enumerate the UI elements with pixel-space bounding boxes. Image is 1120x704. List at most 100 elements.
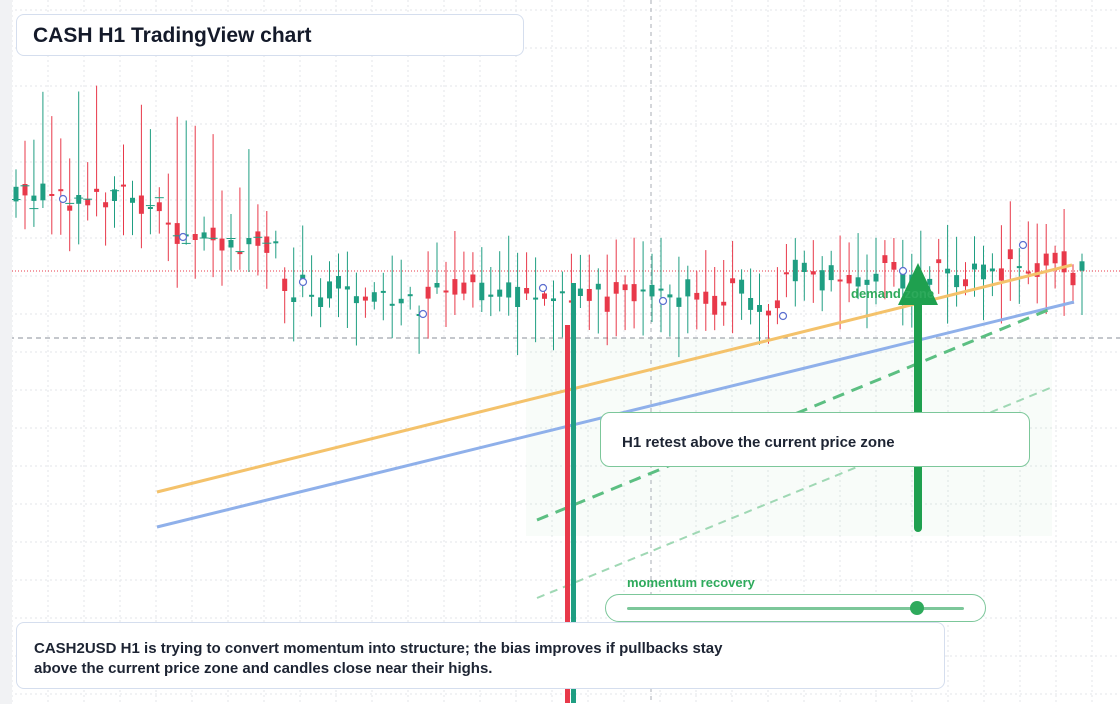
- candle-body: [739, 279, 745, 294]
- candle-body: [219, 238, 225, 251]
- momentum-slider[interactable]: [605, 594, 986, 622]
- candle-body: [1061, 251, 1067, 273]
- demand-zone-label: demand zone: [851, 286, 935, 301]
- candle-body: [622, 284, 628, 291]
- candle-body: [703, 291, 709, 304]
- candle-body: [801, 262, 807, 272]
- candle-body: [819, 270, 825, 291]
- candle-body: [676, 297, 682, 307]
- candle-body: [67, 205, 73, 211]
- chart-title: CASH H1 TradingView chart: [33, 24, 312, 47]
- candle-body: [963, 279, 968, 287]
- candle-body: [685, 279, 691, 297]
- candle-body: [327, 281, 332, 299]
- candle-body: [371, 292, 377, 302]
- candle-body: [165, 222, 171, 225]
- candle-body: [989, 268, 995, 272]
- annotation-note: H1 retest above the current price zone: [600, 412, 1030, 467]
- candle-body: [748, 298, 754, 310]
- candle-body: [488, 294, 494, 297]
- marker-point: [178, 232, 188, 242]
- candle-body: [631, 284, 637, 302]
- left-scale-edge: [0, 0, 12, 704]
- candle-body: [837, 279, 843, 282]
- up-arrow-head: [898, 263, 938, 305]
- candle-body: [981, 264, 986, 280]
- candle-body: [542, 293, 547, 299]
- candle-body: [121, 184, 126, 187]
- candle-body: [380, 290, 386, 293]
- candle-body: [515, 286, 521, 307]
- candle-body: [22, 184, 28, 196]
- candle-body: [470, 274, 476, 283]
- candle-body: [730, 278, 736, 284]
- candle-body: [40, 183, 46, 201]
- candle-body: [94, 188, 100, 192]
- candle-body: [882, 255, 888, 263]
- annotation-note-text: H1 retest above the current price zone: [622, 434, 895, 451]
- candle-body: [846, 275, 852, 284]
- momentum-slider-bar: [627, 607, 964, 610]
- candle-body: [309, 294, 315, 297]
- candle-body: [1025, 271, 1031, 274]
- candle-body: [900, 268, 906, 289]
- candle-body: [954, 275, 960, 288]
- candle-body: [972, 263, 977, 270]
- marker-points: [58, 194, 1028, 321]
- momentum-slider-knob[interactable]: [909, 601, 924, 615]
- candle-body: [76, 195, 82, 204]
- marker-point: [658, 296, 668, 306]
- candle-body: [31, 195, 37, 201]
- candle-body: [479, 282, 485, 301]
- candle-body: [524, 288, 530, 294]
- candle-body: [640, 289, 646, 292]
- projection-dashed: [536, 308, 1049, 522]
- candle-body: [228, 240, 234, 248]
- candle-body: [255, 231, 261, 246]
- candle-body: [604, 296, 610, 312]
- candle-body: [927, 278, 933, 285]
- chart-title-card: CASH H1 TradingView chart: [16, 14, 524, 56]
- candle-body: [13, 186, 19, 202]
- candle-body: [810, 271, 816, 275]
- candle-body: [497, 289, 503, 297]
- candle-body: [551, 298, 556, 301]
- candle-body: [1043, 253, 1049, 266]
- candle-body: [774, 300, 780, 309]
- candle-body: [658, 288, 664, 291]
- candle-body: [712, 295, 718, 315]
- candle-body: [577, 288, 583, 296]
- candle-body: [864, 279, 870, 285]
- candle-body: [452, 279, 458, 295]
- candle-body: [192, 234, 198, 240]
- candle-body: [237, 251, 243, 255]
- candle-body: [936, 259, 942, 264]
- candle-body: [138, 195, 144, 214]
- candle-body: [1034, 263, 1040, 277]
- candle-body: [855, 277, 861, 287]
- marker-point: [298, 277, 308, 287]
- candle-body: [210, 227, 216, 241]
- candle-body: [945, 268, 951, 274]
- candle-body: [586, 289, 592, 301]
- candle-body: [1070, 272, 1076, 286]
- candle-body: [174, 223, 180, 244]
- candle-body: [721, 301, 727, 306]
- candle-body: [130, 197, 135, 203]
- candle-body: [595, 283, 601, 290]
- candle-body: [1052, 252, 1058, 264]
- candle-body: [757, 305, 762, 312]
- candle-body: [443, 290, 449, 293]
- candle-body: [506, 282, 512, 298]
- candle-body: [792, 259, 798, 282]
- marker-point: [538, 283, 548, 293]
- candle-body: [873, 273, 879, 282]
- candle-body: [1079, 261, 1085, 271]
- candle-body: [1007, 249, 1013, 260]
- candle-body: [613, 282, 619, 294]
- marker-point: [58, 194, 68, 204]
- candle-body: [461, 282, 467, 294]
- candle-body: [273, 241, 279, 244]
- candle-body: [425, 286, 431, 299]
- candle-body: [85, 198, 91, 206]
